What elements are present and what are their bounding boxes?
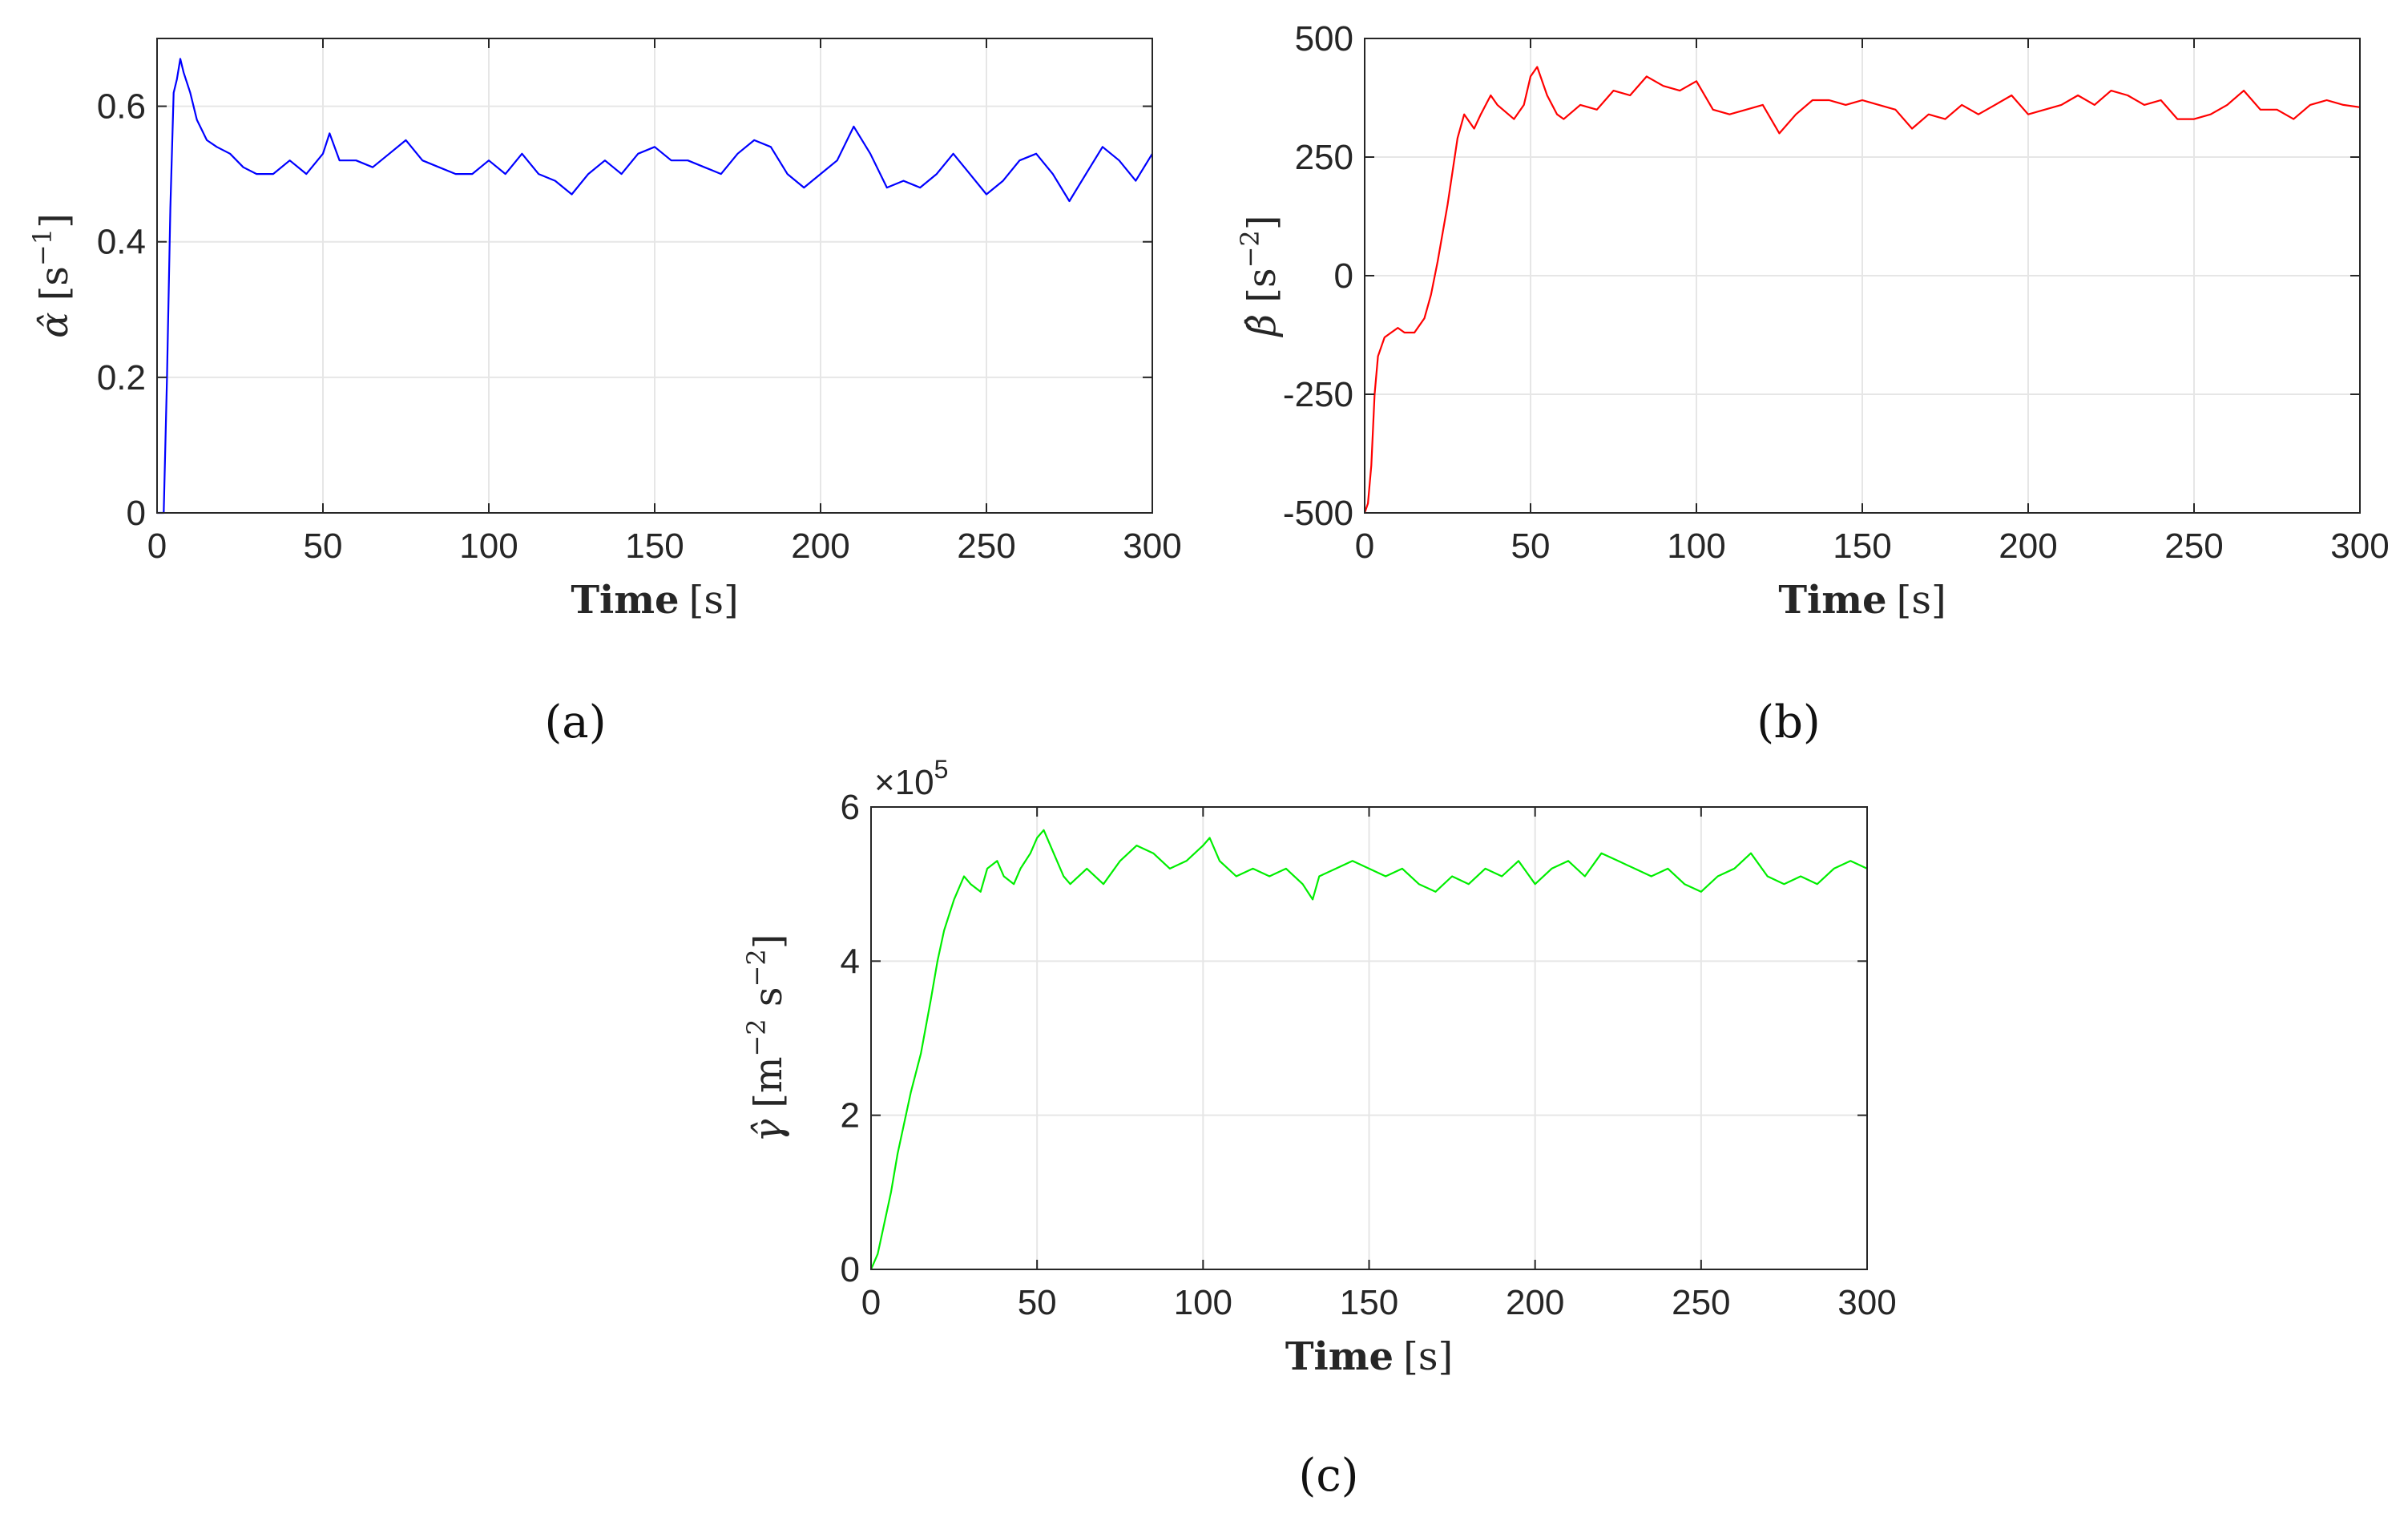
y-axis-label-exp2: −2 — [741, 949, 772, 986]
x-tick-label: 150 — [1340, 1283, 1398, 1322]
series-line — [869, 829, 1868, 1270]
y-axis-label-unit: [m — [746, 1057, 791, 1108]
y-tick-label: 500 — [1295, 19, 1353, 59]
y-axis-label-close: ] — [746, 934, 791, 950]
x-tick-label: 200 — [1999, 527, 2057, 566]
series-line — [157, 58, 1153, 514]
x-axis-label: Time [s] — [1778, 578, 1946, 623]
x-tick-label: 100 — [459, 527, 518, 566]
x-axis-label-unit: [s] — [1897, 578, 1946, 623]
x-tick-label: 300 — [1837, 1283, 1896, 1322]
y-multiplier-base: ×10 — [874, 763, 934, 802]
y-axis-label-exp: −1 — [27, 228, 58, 266]
x-tick-label: 200 — [791, 527, 849, 566]
x-tick-label: 300 — [1123, 527, 1181, 566]
x-axis-label-unit: [s] — [1403, 1334, 1453, 1379]
x-tick-label: 50 — [1511, 527, 1551, 566]
y-tick-label: -250 — [1283, 375, 1353, 414]
x-tick-label: 250 — [2164, 527, 2223, 566]
y-tick-label: 0.4 — [97, 223, 146, 262]
x-tick-label: 100 — [1174, 1283, 1232, 1322]
y-tick-label: 0 — [841, 1250, 860, 1289]
y-tick-label: 0.2 — [97, 358, 146, 397]
y-axis-label-unit: [s — [32, 266, 77, 301]
y-axis-label-exp: −2 — [1235, 230, 1265, 268]
x-tick-label: 0 — [861, 1283, 881, 1322]
x-tick-label: 250 — [1672, 1283, 1730, 1322]
x-tick-label: 100 — [1667, 527, 1725, 566]
x-tick-label: 300 — [2330, 527, 2389, 566]
panel-a: 0 50 100 150 200 250 300 0 0.2 0.4 0.6 Time [s] α̂ [s−… — [27, 38, 1182, 748]
y-axis-label-unit: [s — [1240, 268, 1285, 302]
y-axis-label-symbol: β̂ — [1240, 314, 1285, 338]
y-multiplier: ×105 — [874, 755, 948, 802]
y-axis-label: β̂ [s−2] — [1235, 215, 1285, 337]
x-tick-label: 200 — [1506, 1283, 1564, 1322]
panel-caption: (b) — [1757, 696, 1821, 748]
x-tick-label: 50 — [304, 527, 343, 566]
y-axis-label: α̂ [s−1] — [27, 213, 77, 338]
y-tick-label: 250 — [1295, 138, 1353, 177]
y-tick-label: 0 — [127, 494, 146, 533]
x-tick-label: 0 — [147, 527, 167, 566]
y-axis-label-exp: −2 — [741, 1019, 772, 1056]
y-axis-label-close: ] — [32, 213, 77, 228]
x-axis-label-text: Time — [1778, 578, 1886, 623]
panel-caption: (a) — [544, 696, 606, 748]
y-tick-label: 6 — [841, 788, 860, 827]
y-tick-label: 4 — [841, 942, 860, 981]
series-line — [1363, 66, 2361, 514]
x-tick-label: 0 — [1355, 527, 1374, 566]
x-tick-label: 150 — [1833, 527, 1891, 566]
panel-caption: (c) — [1298, 1450, 1358, 1502]
x-tick-label: 150 — [625, 527, 684, 566]
x-tick-label: 250 — [957, 527, 1015, 566]
y-axis-label-symbol: γ̂ — [746, 1119, 791, 1142]
y-tick-label: 2 — [841, 1096, 860, 1136]
y-axis-label-close: ] — [1240, 215, 1285, 230]
y-axis-label: γ̂[m−2 s−2] — [741, 934, 791, 1143]
y-tick-label: 0 — [1334, 256, 1353, 296]
y-tick-label: 0.6 — [97, 87, 146, 127]
x-tick-label: 50 — [1018, 1283, 1057, 1322]
x-axis-label-unit: [s] — [689, 578, 739, 623]
x-axis-label-text: Time — [1285, 1334, 1394, 1379]
y-axis-label-unit2: s — [746, 986, 791, 1019]
x-axis-label: Time [s] — [1285, 1334, 1453, 1379]
x-axis-label: Time [s] — [571, 578, 738, 623]
y-axis-label-symbol: α̂ — [32, 312, 77, 337]
x-axis-label-text: Time — [571, 578, 679, 623]
y-tick-label: -500 — [1283, 494, 1353, 533]
y-multiplier-exp: 5 — [934, 755, 949, 784]
